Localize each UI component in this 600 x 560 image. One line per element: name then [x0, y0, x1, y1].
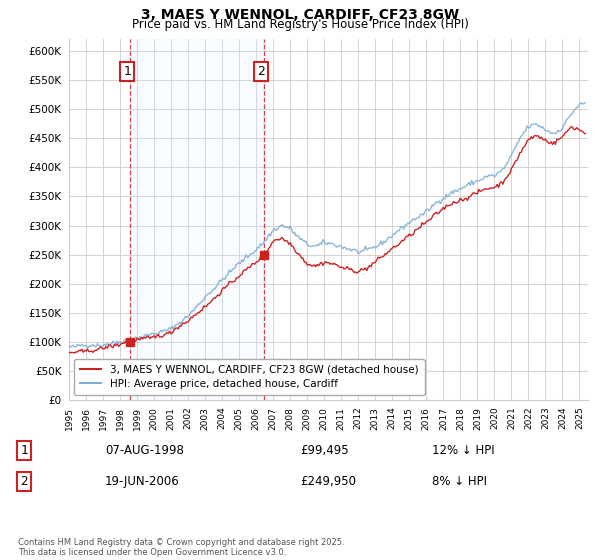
- Text: 07-AUG-1998: 07-AUG-1998: [105, 444, 184, 458]
- Bar: [130, 39, 264, 400]
- Text: £249,950: £249,950: [300, 475, 356, 488]
- Text: 1: 1: [124, 65, 131, 78]
- Text: 3, MAES Y WENNOL, CARDIFF, CF23 8GW: 3, MAES Y WENNOL, CARDIFF, CF23 8GW: [141, 8, 459, 22]
- Text: Contains HM Land Registry data © Crown copyright and database right 2025.
This d: Contains HM Land Registry data © Crown c…: [18, 538, 344, 557]
- Text: 2: 2: [20, 475, 28, 488]
- Text: 1: 1: [20, 444, 28, 458]
- Legend: 3, MAES Y WENNOL, CARDIFF, CF23 8GW (detached house), HPI: Average price, detach: 3, MAES Y WENNOL, CARDIFF, CF23 8GW (det…: [74, 358, 425, 395]
- Text: 19-JUN-2006: 19-JUN-2006: [105, 475, 180, 488]
- Text: £99,495: £99,495: [300, 444, 349, 458]
- Text: 2: 2: [257, 65, 265, 78]
- Text: 12% ↓ HPI: 12% ↓ HPI: [432, 444, 494, 458]
- Text: Price paid vs. HM Land Registry's House Price Index (HPI): Price paid vs. HM Land Registry's House …: [131, 18, 469, 31]
- Text: 8% ↓ HPI: 8% ↓ HPI: [432, 475, 487, 488]
